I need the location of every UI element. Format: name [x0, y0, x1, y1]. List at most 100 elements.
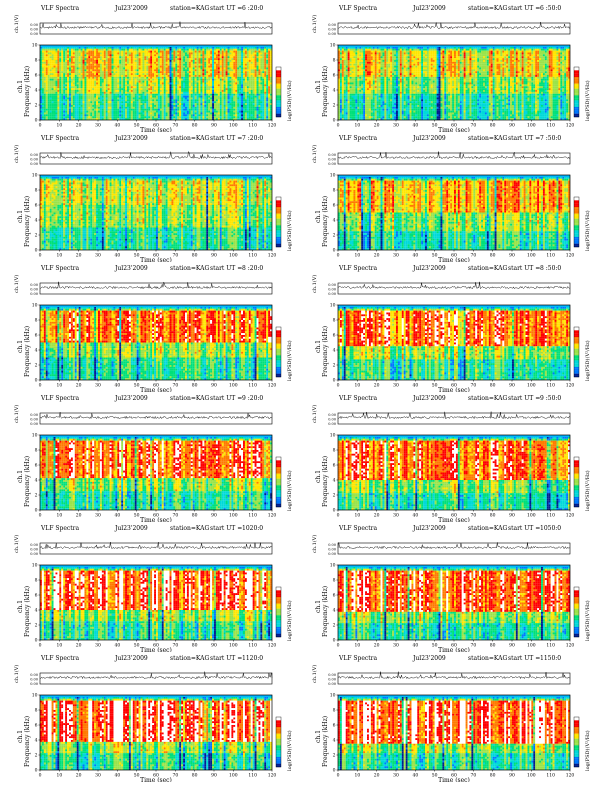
heatmap-cell — [132, 61, 135, 64]
heatmap-cell — [194, 105, 197, 107]
heatmap-cell — [256, 56, 259, 59]
heatmap-cell — [154, 82, 157, 85]
heatmap-cell — [99, 93, 102, 96]
heatmap-cell — [248, 84, 251, 87]
heatmap-cell — [212, 82, 215, 85]
heatmap-cell — [40, 58, 42, 61]
heatmap-cell — [74, 78, 77, 81]
heatmap-cell — [142, 60, 145, 62]
heatmap-cell — [148, 106, 151, 109]
heatmap-cell — [248, 50, 251, 53]
heatmap-cell — [69, 97, 71, 100]
heatmap-cell — [86, 106, 89, 109]
heatmap-cell — [115, 75, 118, 77]
heatmap-cell — [256, 91, 259, 94]
colorbar-step — [276, 68, 281, 71]
heatmap-cell — [72, 86, 75, 89]
heatmap-cell — [72, 48, 75, 51]
heatmap-cell — [177, 88, 180, 91]
heatmap-cell — [61, 73, 64, 76]
heatmap-cell — [229, 65, 232, 68]
heatmap-cell — [127, 67, 129, 70]
heatmap-cell — [212, 97, 215, 100]
heatmap-cell — [208, 58, 211, 61]
heatmap-cell — [179, 73, 182, 76]
heatmap-cell — [117, 116, 120, 119]
heatmap-cell — [270, 101, 273, 104]
heatmap-cell — [146, 76, 149, 79]
heatmap-cell — [185, 101, 187, 104]
heatmap-cell — [70, 67, 73, 70]
heatmap-cell — [252, 106, 255, 109]
heatmap-cell — [264, 108, 267, 111]
heatmap-cell — [244, 73, 247, 76]
heatmap-cell — [51, 63, 54, 66]
heatmap-cell — [163, 88, 166, 91]
heatmap-cell — [70, 76, 73, 79]
heatmap-cell — [134, 80, 137, 83]
heatmap-cell — [217, 48, 220, 51]
heatmap-cell — [248, 110, 251, 113]
heatmap-cell — [196, 73, 199, 76]
heatmap-cell — [138, 63, 141, 66]
heatmap-cell — [270, 69, 273, 72]
heatmap-cell — [196, 97, 199, 100]
heatmap-cell — [117, 71, 120, 74]
heatmap-cell — [185, 80, 187, 83]
heatmap-cell — [140, 95, 143, 98]
heatmap-cell — [227, 103, 230, 106]
heatmap-cell — [202, 88, 205, 91]
heatmap-cell — [183, 80, 186, 83]
heatmap-cell — [169, 60, 172, 62]
heatmap-cell — [55, 90, 58, 92]
heatmap-cell — [107, 58, 110, 61]
header-start-prefix: start UT = — [210, 5, 242, 12]
heatmap-cell — [90, 58, 93, 61]
heatmap-cell — [128, 46, 131, 49]
heatmap-cell — [138, 50, 141, 53]
heatmap-cell — [206, 73, 209, 76]
heatmap-cell — [219, 103, 222, 106]
heatmap-cell — [244, 82, 247, 85]
heatmap-cell — [157, 78, 160, 81]
heatmap-cell — [156, 78, 158, 81]
heatmap-cell — [115, 63, 118, 66]
heatmap-cell — [107, 71, 110, 74]
heatmap-cell — [134, 112, 137, 115]
heatmap-cell — [208, 63, 211, 66]
heatmap-cell — [128, 90, 131, 92]
heatmap-cell — [80, 50, 83, 53]
heatmap-cell — [227, 63, 230, 66]
heatmap-cell — [94, 73, 97, 76]
heatmap-cell — [69, 48, 71, 51]
heatmap-cell — [177, 108, 180, 111]
heatmap-cell — [165, 97, 168, 100]
heatmap-cell — [84, 90, 87, 92]
heatmap-cell — [237, 61, 240, 64]
heatmap-cell — [88, 86, 91, 89]
heatmap-cell — [107, 65, 110, 68]
heatmap-cell — [115, 65, 118, 68]
heatmap-cell — [165, 118, 168, 121]
heatmap-cell — [40, 88, 42, 91]
heatmap-cell — [72, 101, 75, 104]
heatmap-cell — [146, 99, 149, 102]
heatmap-cell — [177, 58, 180, 61]
heatmap-cell — [262, 114, 265, 117]
heatmap-cell — [163, 52, 166, 55]
heatmap-cell — [159, 99, 162, 102]
heatmap-cell — [239, 103, 242, 106]
heatmap-cell — [219, 75, 222, 77]
heatmap-cell — [231, 91, 234, 94]
heatmap-cell — [96, 112, 99, 115]
heatmap-cell — [235, 90, 238, 92]
heatmap-cell — [90, 82, 93, 85]
heatmap-cell — [152, 114, 155, 117]
heatmap-cell — [138, 71, 141, 74]
heatmap-cell — [210, 52, 213, 55]
heatmap-cell — [202, 56, 205, 59]
heatmap-cell — [154, 114, 157, 117]
heatmap-cell — [96, 99, 99, 102]
heatmap-cell — [214, 67, 216, 70]
heatmap-cell — [132, 99, 135, 102]
